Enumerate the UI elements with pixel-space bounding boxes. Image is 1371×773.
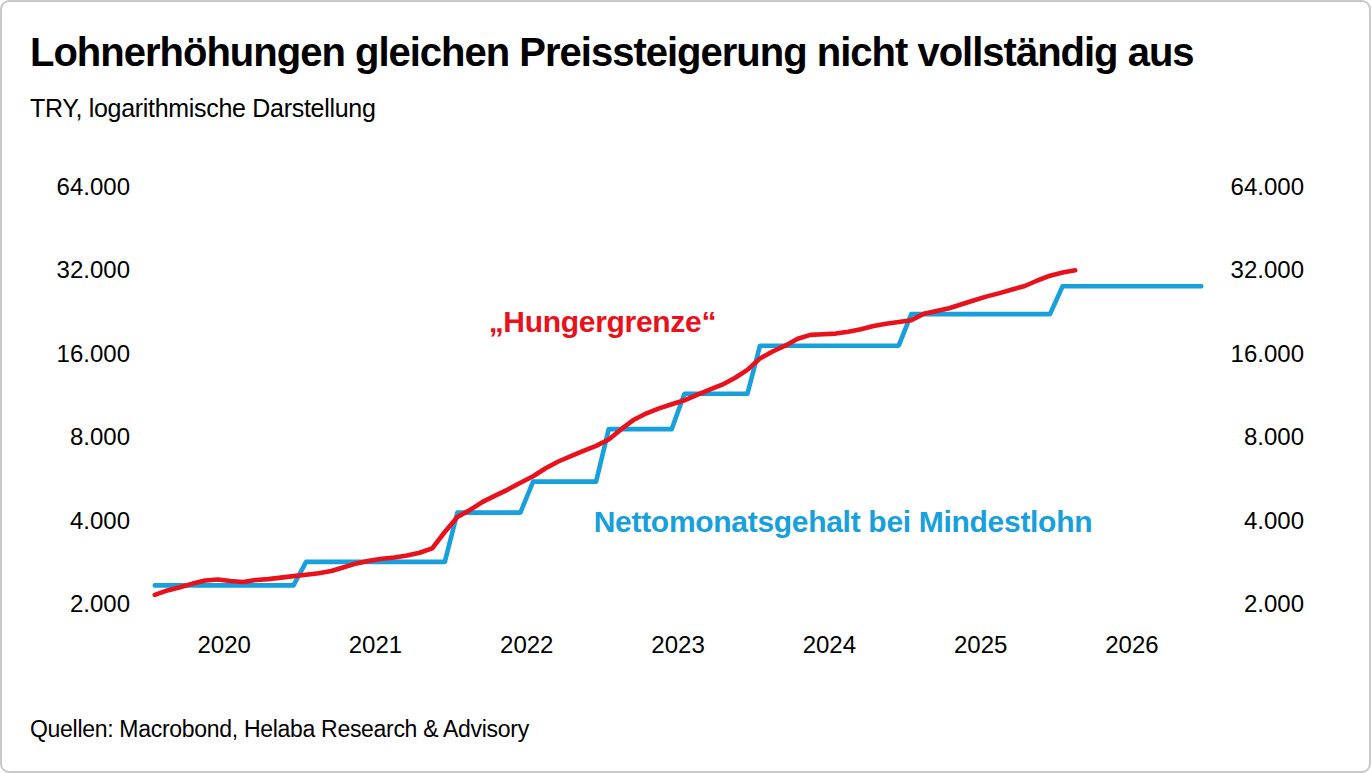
chart-canvas: 64.000 64.000 32.000 32.000 16.000 16.000 8.00… [2, 2, 1371, 773]
x-tick-label-2022: 2022 [500, 631, 553, 658]
source-note: Quellen: Macrobond, Helaba Research & Ad… [30, 716, 529, 743]
x-tick-label-2026: 2026 [1105, 631, 1158, 658]
y-tick-left-label: 32.000 [57, 256, 130, 283]
x-tick-label-2025: 2025 [954, 631, 1007, 658]
x-tick-label-2021: 2021 [349, 631, 402, 658]
y-tick-left-label: 16.000 [57, 340, 130, 367]
y-tick-right-label: 32.000 [1231, 256, 1304, 283]
chart-card: Lohnerhöhungen gleichen Preissteigerung … [0, 0, 1371, 773]
y-tick-right-label: 8.000 [1244, 423, 1304, 450]
hungergrenze-label: „Hungergrenze“ [489, 305, 717, 338]
y-tick-right-label: 4.000 [1244, 507, 1304, 534]
x-tick-label-2020: 2020 [197, 631, 250, 658]
x-tick-label-2023: 2023 [651, 631, 704, 658]
y-tick-right-label: 16.000 [1231, 340, 1304, 367]
x-tick-label-2024: 2024 [803, 631, 856, 658]
y-tick-right-label: 64.000 [1231, 173, 1304, 200]
y-tick-right-label: 2.000 [1244, 590, 1304, 617]
y-tick-left-label: 4.000 [70, 507, 130, 534]
y-tick-left-label: 8.000 [70, 423, 130, 450]
y-tick-left-label: 2.000 [70, 590, 130, 617]
y-tick-left-label: 64.000 [57, 173, 130, 200]
mindestlohn-label: Nettomonatsgehalt bei Mindestlohn [594, 505, 1092, 538]
series-annotations: „Hungergrenze“ Nettomonatsgehalt bei Mind… [489, 305, 1093, 538]
